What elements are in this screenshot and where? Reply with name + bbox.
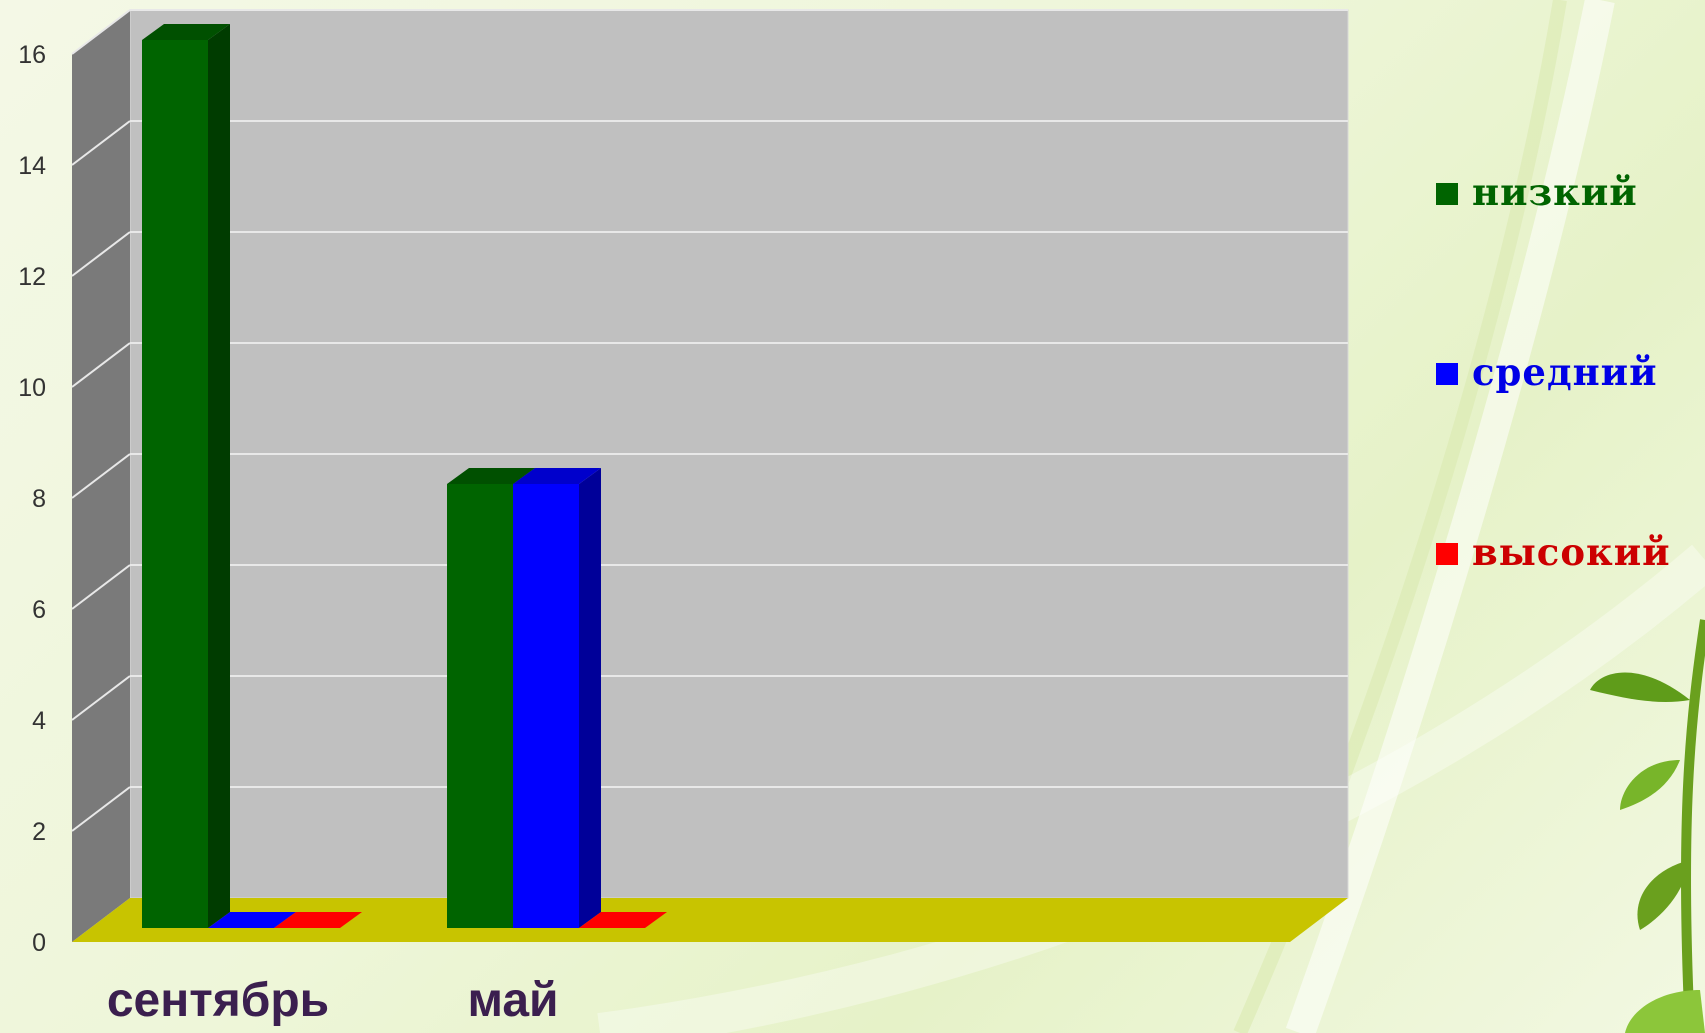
bar-низкий-сентябрь — [142, 40, 208, 928]
bar-средний-май — [513, 484, 579, 928]
chart-walls — [72, 9, 1349, 942]
y-tick-label: 4 — [32, 707, 46, 735]
y-tick-label: 6 — [32, 596, 46, 624]
bar-top — [142, 24, 230, 40]
x-category-label: май — [467, 974, 558, 1027]
bar-высокий-сентябрь — [274, 912, 362, 928]
y-axis-tick-labels: 0 2 4 6 8 10 12 14 16 — [18, 41, 46, 957]
bar-side — [579, 468, 601, 928]
gridline-side — [71, 120, 131, 166]
bar-высокий-май — [579, 912, 667, 928]
gridline-side — [71, 342, 131, 388]
legend-label-высокий: высокий — [1472, 530, 1671, 574]
bar-низкий-май — [447, 484, 513, 928]
bar-top — [447, 468, 535, 484]
gridline-side — [71, 786, 131, 832]
chart-bars — [142, 24, 667, 928]
x-axis-category-labels: сентябрь май — [107, 974, 559, 1027]
bar-side — [208, 24, 230, 928]
gridline-side — [71, 564, 131, 610]
legend-swatch-средний — [1436, 363, 1458, 385]
gridline-side — [71, 453, 131, 499]
chart-gridlines — [71, 9, 1348, 832]
y-tick-label: 12 — [18, 263, 46, 291]
gridline-side — [71, 231, 131, 277]
chart-floor — [72, 898, 1348, 942]
y-tick-label: 0 — [32, 929, 46, 957]
legend-label-низкий: низкий — [1472, 170, 1638, 214]
legend-label-средний: средний — [1472, 350, 1658, 394]
legend-swatch-низкий — [1436, 183, 1458, 205]
x-category-label: сентябрь — [107, 974, 329, 1027]
leaf-vine-decoration — [1590, 619, 1705, 1033]
bar-top — [513, 468, 601, 484]
gridline-side — [71, 9, 131, 55]
y-tick-label: 8 — [32, 485, 46, 513]
bar-средний-сентябрь — [208, 912, 296, 928]
y-tick-label: 2 — [32, 818, 46, 846]
legend-swatch-высокий — [1436, 543, 1458, 565]
y-tick-label: 14 — [18, 152, 46, 180]
y-tick-label: 16 — [18, 41, 46, 69]
y-tick-label: 10 — [18, 374, 46, 402]
legend: низкий средний высокий — [1436, 170, 1671, 574]
gridline-side — [71, 675, 131, 721]
background-swirl — [1285, 0, 1615, 1033]
